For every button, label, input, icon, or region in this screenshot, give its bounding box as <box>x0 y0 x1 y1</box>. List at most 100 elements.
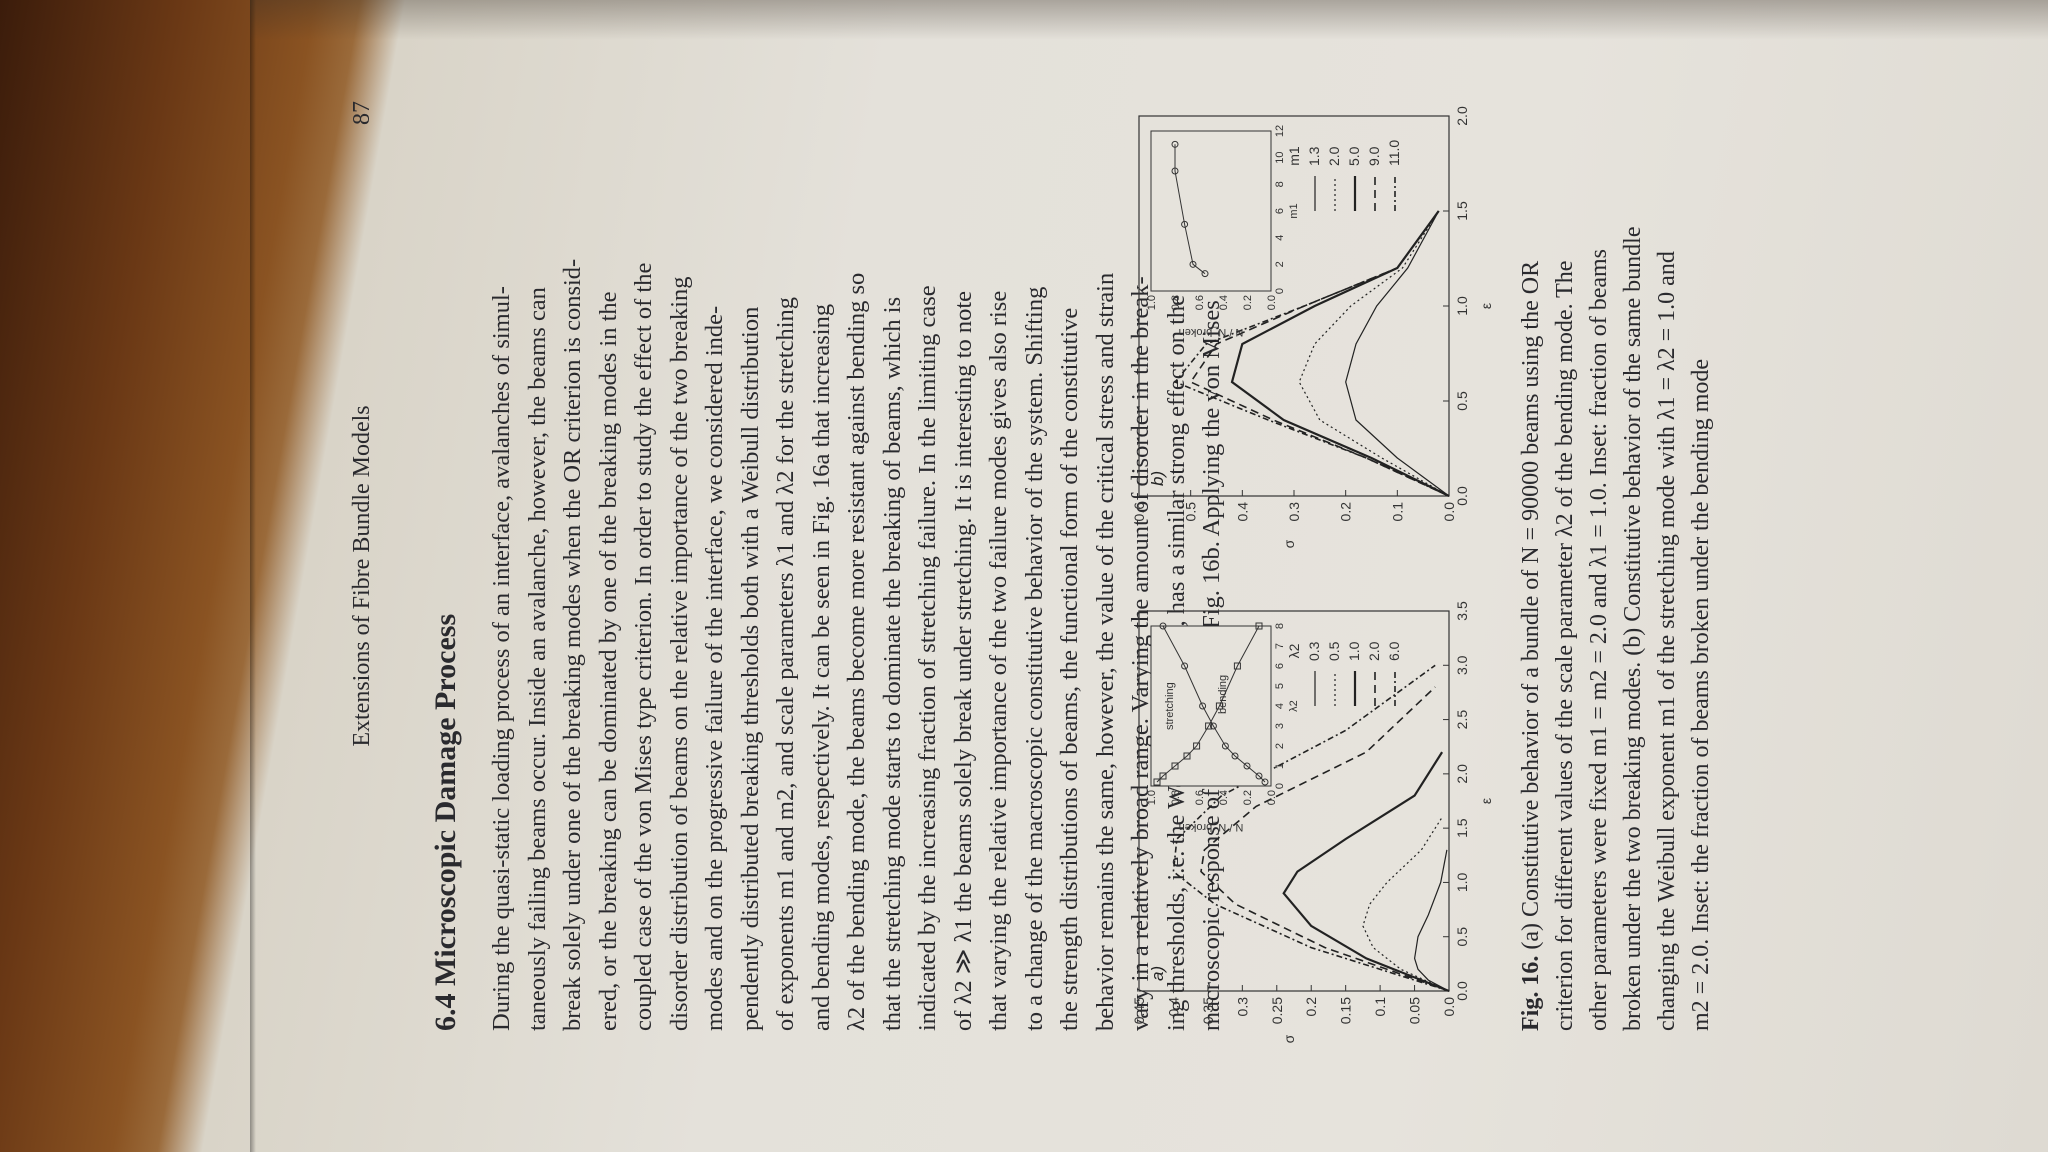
legend-entry: 5.0 <box>1346 146 1362 166</box>
inset-marker <box>1159 772 1167 780</box>
caption-line: changing the Weibull exponent m1 of the … <box>1650 101 1684 1031</box>
panel-b-svg: 0.0 0.5 1.0 1.5 2.0 0.0 0.1 0.2 0.3 0.4 0.5 0.6 ε σ b)… <box>1131 106 1494 548</box>
inset-marker <box>1159 622 1167 630</box>
inset-x-tick-label: 0 <box>1274 783 1286 789</box>
series-line <box>1362 816 1450 992</box>
inset-x-tick-label: 8 <box>1274 181 1286 187</box>
inset-x-tick-label: 5 <box>1274 683 1286 689</box>
y-tick-label: 0.25 <box>1269 997 1285 1024</box>
x-axis-label: ε <box>1478 798 1494 804</box>
plot-frame <box>1138 610 1450 992</box>
inset-marker <box>1233 662 1241 670</box>
series-line <box>1413 849 1450 992</box>
inset-y-tick-label: 0.6 <box>1194 790 1206 805</box>
series-line <box>1172 664 1450 992</box>
inset-marker <box>1261 778 1269 786</box>
x-tick-label: 3.0 <box>1454 655 1470 675</box>
inset-y-tick-label: 1.0 <box>1146 790 1158 805</box>
body-line: of λ2 ≫ λ1 the beams solely break under … <box>949 290 977 1031</box>
body-line: indicated by the increasing fraction of … <box>914 285 941 1031</box>
inset-y-tick-label: 0.4 <box>1218 295 1230 310</box>
x-tick-label: 0.5 <box>1454 391 1470 411</box>
y-tick-label: 0.05 <box>1407 997 1423 1024</box>
inset-marker <box>1209 722 1217 730</box>
inset-marker <box>1171 762 1179 770</box>
inset-x-tick-label: 4 <box>1274 235 1286 241</box>
panel-label: b) <box>1148 471 1167 486</box>
legend-entry: 0.3 <box>1306 641 1322 661</box>
body-line: break solely under one of the breaking m… <box>559 258 586 1031</box>
y-tick-label: 0.0 <box>1441 502 1457 522</box>
inset-x-tick-label: 2 <box>1274 261 1286 267</box>
caption-text: other parameters were fixed m1 = m2 = 2.… <box>1586 248 1612 1031</box>
inset-marker <box>1153 778 1161 786</box>
body-line: disorder distribution of beams on the re… <box>665 276 693 1031</box>
caption-line: broken under the two breaking modes. (b)… <box>1616 101 1650 1031</box>
inset-marker <box>1181 662 1189 670</box>
x-tick-label: 1.0 <box>1454 872 1470 892</box>
x-tick-label: 2.0 <box>1454 764 1470 784</box>
running-head: Extensions of Fibre Bundle Models <box>349 405 375 747</box>
panel-label: a) <box>1148 966 1167 981</box>
y-tick-label: 0.2 <box>1303 997 1319 1017</box>
panel-b-chart: 0.0 0.5 1.0 1.5 2.0 0.0 0.1 0.2 0.3 0.4 0.5 0.6 ε σ b)… <box>1129 96 1494 556</box>
inset-x-tick-label: 6 <box>1274 663 1286 669</box>
body-line: pendently distributed breaking threshold… <box>736 306 764 1031</box>
y-tick-label: 0.3 <box>1234 997 1250 1017</box>
page-edge-shadow <box>250 0 256 1152</box>
inset-x-tick-label: 12 <box>1274 125 1286 137</box>
inset-marker <box>1183 752 1191 760</box>
legend-title: m1 <box>1286 146 1302 166</box>
y-tick-label: 0.3 <box>1286 502 1302 522</box>
inset-x-tick-label: 2 <box>1274 743 1286 749</box>
series-line <box>1282 751 1450 993</box>
inset-marker <box>1199 702 1207 710</box>
inset-x-tick-label: 8 <box>1274 623 1286 629</box>
legend-entry: 2.0 <box>1326 146 1342 166</box>
inset-x-label: m1 <box>1288 203 1300 218</box>
page-number: 87 <box>349 101 375 125</box>
y-tick-label: 0.45 <box>1131 997 1147 1024</box>
body-line: taneously failing beams occur. Inside an… <box>523 287 551 1031</box>
y-tick-label: 0.35 <box>1200 997 1216 1024</box>
inset-marker <box>1193 742 1201 750</box>
figure-16: 0.0 0.5 1.0 1.5 2.0 2.5 3.0 3.5 0.0 0.05 0.1 0.15 0.… <box>1129 91 1494 1051</box>
series-line <box>1298 210 1450 497</box>
y-tick-label: 0.15 <box>1338 997 1354 1024</box>
inset-y-tick-label: 0.8 <box>1170 295 1182 310</box>
y-tick-label: 0.1 <box>1389 502 1405 522</box>
y-tick-label: 0.4 <box>1165 997 1181 1017</box>
legend-entry: 11.0 <box>1386 140 1402 166</box>
body-line: of exponents m1 and m2, and scale parame… <box>772 296 799 1031</box>
inset-y-tick-label: 0.8 <box>1170 790 1182 805</box>
inset-marker <box>1221 742 1229 750</box>
inset-y-tick-label: 0.6 <box>1194 295 1206 310</box>
inset-frame <box>1150 625 1272 787</box>
page-top-shadow <box>250 0 2048 40</box>
x-tick-label: 1.0 <box>1454 296 1470 316</box>
inset-series-line <box>1174 144 1206 275</box>
inset-x-tick-label: 1 <box>1274 763 1286 769</box>
figure-caption: Fig. 16. (a) Constitutive behavior of a … <box>1514 101 1718 1031</box>
legend-entry: 1.0 <box>1346 641 1362 661</box>
legend-entry: 9.0 <box>1366 146 1382 166</box>
inset-marker <box>1181 220 1189 228</box>
caption-text: broken under the two breaking modes. (b)… <box>1620 226 1646 1031</box>
inset-x-tick-label: 4 <box>1274 703 1286 709</box>
caption-label: Fig. 16. <box>1518 949 1544 1031</box>
inset-annotation: stretching <box>1164 682 1176 730</box>
y-tick-label: 0.1 <box>1372 997 1388 1017</box>
x-tick-label: 0.0 <box>1454 981 1470 1001</box>
body-line: ered, or the breaking can be dominated b… <box>594 291 622 1031</box>
body-line: λ2 of the bending mode, the beams become… <box>843 272 870 1031</box>
inset-marker <box>1189 260 1197 268</box>
body-line: the strength distributions of beams, the… <box>1056 307 1083 1031</box>
inset-y-tick-label: 0.0 <box>1266 790 1278 805</box>
inset-x-label: λ2 <box>1288 700 1300 712</box>
x-tick-label: 2.5 <box>1454 710 1470 730</box>
legend-entry: 6.0 <box>1386 641 1402 661</box>
body-line: and bending modes, respectively. It can … <box>807 303 835 1031</box>
y-axis-label: σ <box>1281 1034 1297 1043</box>
body-line: coupled case of the von Mises type crite… <box>630 262 657 1031</box>
